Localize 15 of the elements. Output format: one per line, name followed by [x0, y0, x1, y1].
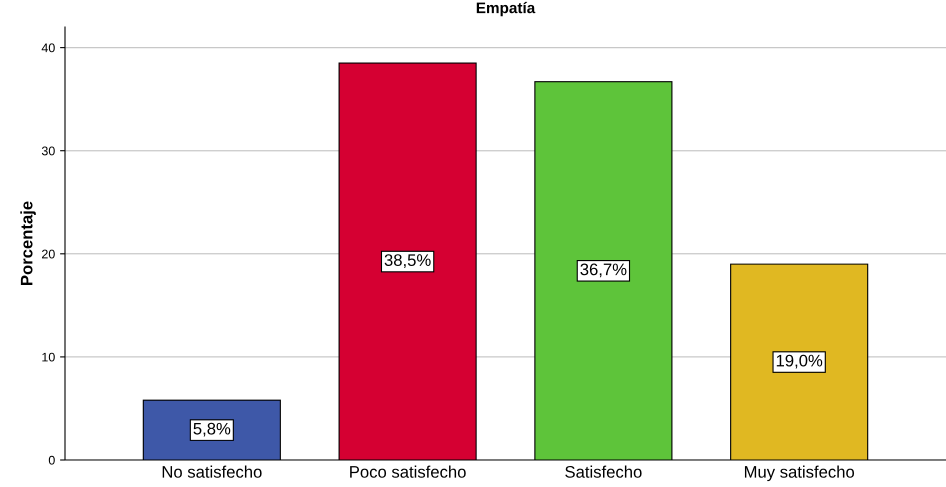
chart-title: Empatía: [476, 2, 536, 16]
data-label: 38,5%: [384, 254, 431, 268]
data-label: 5,8%: [194, 422, 230, 437]
x-tick-label: Satisfecho: [565, 466, 642, 478]
data-label: 19,0%: [776, 354, 822, 368]
y-tick-label: 30: [42, 146, 55, 156]
y-tick-label: 0: [48, 456, 55, 465]
x-tick-label: Muy satisfecho: [744, 466, 854, 482]
data-label: 36,7%: [580, 263, 626, 278]
y-tick-label: 40: [42, 43, 55, 52]
y-tick-label: 20: [42, 250, 55, 258]
y-tick-label: 10: [42, 352, 55, 362]
x-tick-label: Poco satisfecho: [350, 466, 466, 478]
y-axis-title: Porcentaje: [20, 201, 36, 285]
x-tick-label: No satisfecho: [162, 466, 262, 478]
